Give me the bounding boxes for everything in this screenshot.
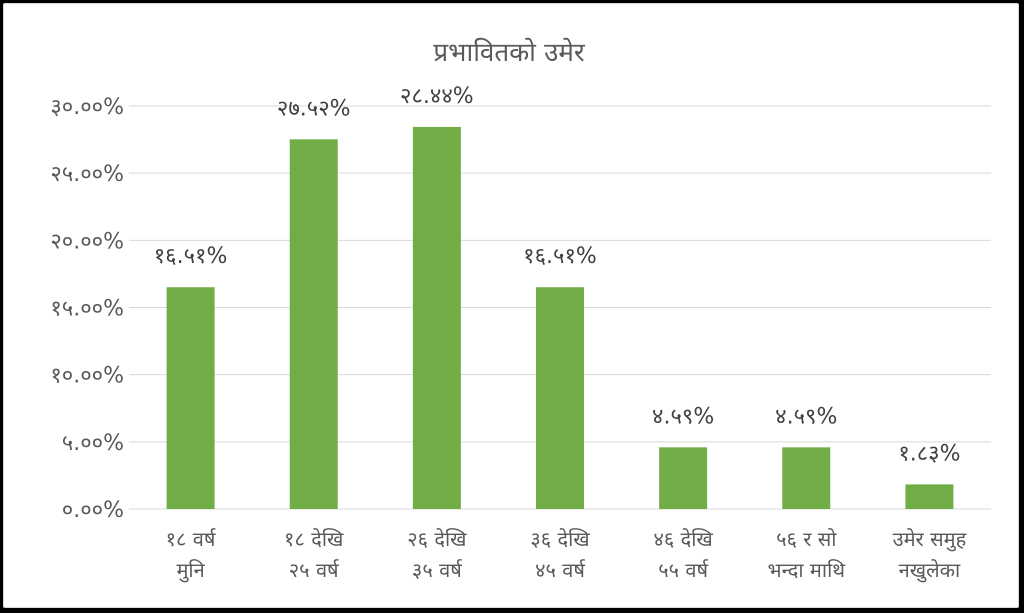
bar <box>782 447 831 509</box>
data-label: २८.४४% <box>400 84 474 109</box>
y-tick-label: ०.००% <box>62 498 124 523</box>
y-tick-label: १०.००% <box>50 364 124 389</box>
y-tick-label: ३०.००% <box>50 95 124 120</box>
bars <box>166 126 954 510</box>
data-label: ४.५९% <box>652 404 714 429</box>
y-tick-label: १५.००% <box>50 297 124 322</box>
chart-title: प्रभावितको उमेर <box>433 37 586 68</box>
data-label: १६.५१% <box>154 244 228 269</box>
bar <box>289 139 338 509</box>
chart-area: प्रभावितको उमेर ०.००% ५.००% १०.००% १५.००% २०… <box>3 3 1019 608</box>
y-axis-ticks: ०.००% ५.००% १०.००% १५.००% २०.००% २५.००% ३०.००% <box>50 95 124 523</box>
category-label: २५ वर्ष <box>289 558 340 582</box>
bar <box>659 447 708 509</box>
category-label: ५६ र सो <box>776 527 837 551</box>
bar <box>536 287 584 509</box>
data-label: १.८३% <box>898 441 960 466</box>
category-label: १८ देखि <box>284 527 344 551</box>
category-label: भन्दा माथि <box>768 558 847 582</box>
category-label: १८ वर्ष <box>166 527 217 551</box>
y-tick-label: २५.००% <box>50 162 124 187</box>
y-tick-label: ५.००% <box>62 431 124 456</box>
bar <box>412 126 461 510</box>
bar <box>905 484 954 509</box>
bar-chart: प्रभावितको उमेर ०.००% ५.००% १०.००% १५.००% २०… <box>50 37 991 583</box>
category-label: २६ देखि <box>407 527 467 551</box>
data-label: १६.५१% <box>523 244 597 269</box>
category-label: मुनि <box>176 558 205 583</box>
y-tick-label: २०.००% <box>50 229 124 254</box>
category-label: ३५ वर्ष <box>412 558 463 582</box>
category-label: ४६ देखि <box>653 527 713 551</box>
data-labels: १६.५१% २७.५२% २८.४४% १६.५१% ४.५९% ४.५९% १.८३% <box>154 84 961 466</box>
x-axis-categories: १८ वर्ष मुनि १८ देखि २५ वर्ष २६ देखि ३५ वर्ष ३… <box>166 527 967 583</box>
data-label: ४.५९% <box>775 404 837 429</box>
data-label: २७.५२% <box>277 96 351 121</box>
category-label: उमेर समुह <box>893 527 967 552</box>
category-label: ५५ वर्ष <box>658 558 709 582</box>
category-label: ३६ देखि <box>530 527 590 551</box>
category-label: नखुलेका <box>899 558 961 583</box>
category-label: ४५ वर्ष <box>535 558 586 582</box>
bar <box>166 287 215 509</box>
